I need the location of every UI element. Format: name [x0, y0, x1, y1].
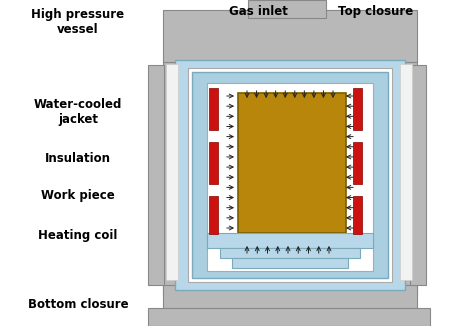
Bar — [400, 64, 412, 280]
Bar — [353, 88, 362, 130]
Bar — [188, 68, 392, 282]
Text: Top closure: Top closure — [338, 5, 414, 18]
Text: Insulation: Insulation — [45, 152, 111, 165]
Bar — [410, 65, 426, 285]
Bar — [248, 0, 326, 18]
Bar — [209, 142, 218, 184]
Bar — [209, 196, 218, 234]
Bar — [163, 60, 205, 295]
Text: Water-cooled
jacket: Water-cooled jacket — [34, 98, 122, 126]
Bar — [353, 142, 362, 184]
Bar — [207, 233, 373, 248]
Bar — [163, 10, 417, 62]
Bar — [375, 60, 417, 295]
Text: Work piece: Work piece — [41, 189, 115, 202]
Bar — [353, 196, 362, 234]
Bar — [232, 258, 348, 268]
Bar — [166, 64, 178, 280]
Bar — [207, 83, 373, 271]
Text: High pressure
vessel: High pressure vessel — [31, 8, 125, 36]
Bar — [238, 93, 346, 233]
Bar — [148, 65, 164, 285]
Bar — [209, 88, 218, 130]
Bar — [220, 248, 360, 258]
Bar — [175, 60, 405, 290]
Text: Gas inlet: Gas inlet — [228, 5, 287, 18]
Bar — [163, 285, 417, 310]
Text: Bottom closure: Bottom closure — [27, 299, 128, 312]
Bar — [192, 72, 388, 278]
Bar — [148, 308, 430, 326]
Text: Heating coil: Heating coil — [38, 230, 118, 243]
